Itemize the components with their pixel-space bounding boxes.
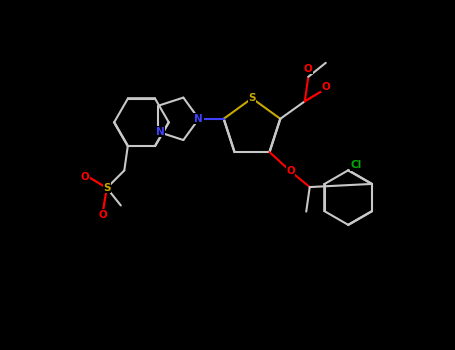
Text: O: O — [99, 210, 108, 220]
Text: N: N — [156, 127, 165, 137]
Text: N: N — [193, 114, 202, 124]
Text: O: O — [322, 82, 331, 92]
Text: O: O — [304, 64, 313, 74]
Text: S: S — [248, 93, 256, 103]
Text: O: O — [81, 173, 90, 182]
Text: Cl: Cl — [351, 160, 362, 170]
Text: N: N — [194, 114, 203, 124]
Text: S: S — [103, 183, 111, 193]
Text: O: O — [286, 166, 295, 176]
